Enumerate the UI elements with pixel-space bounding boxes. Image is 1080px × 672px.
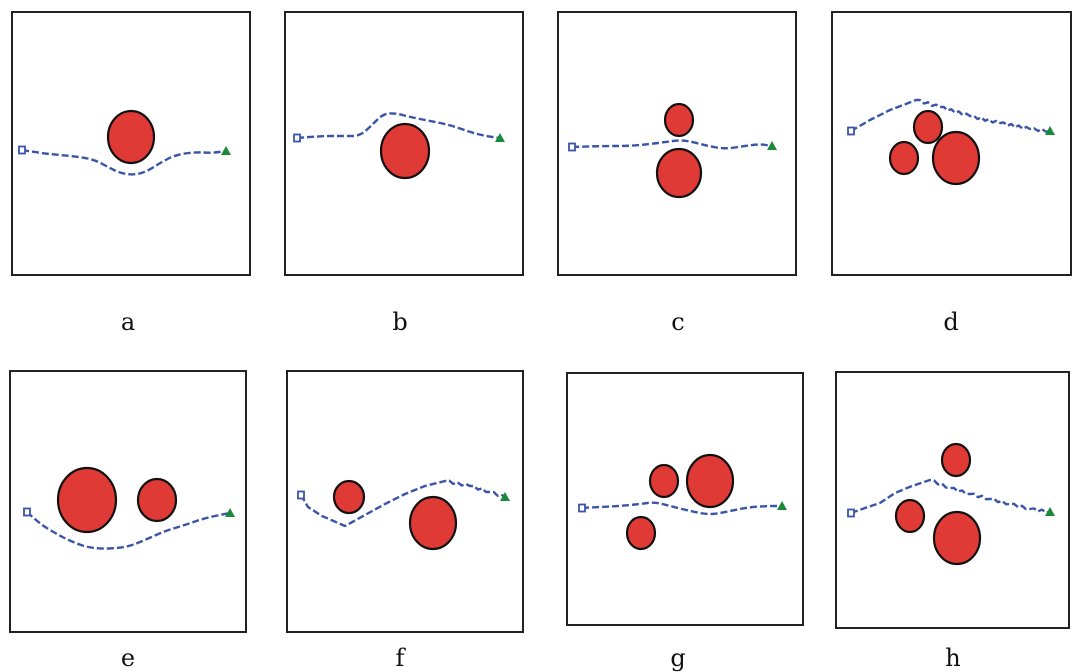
obstacle-circle-2 xyxy=(136,477,178,523)
square-outline-icon xyxy=(578,503,586,513)
triangle-icon xyxy=(225,508,235,517)
panel-c-diagram xyxy=(557,11,797,276)
panel-d xyxy=(831,11,1072,276)
triangle-icon xyxy=(1045,507,1055,516)
obstacle-circle-3 xyxy=(625,515,657,551)
triangle-icon xyxy=(767,141,777,150)
obstacle-circle-1 xyxy=(379,122,431,180)
triangle-icon xyxy=(495,133,505,142)
obstacle-circle-2 xyxy=(888,140,920,176)
obstacle-circle-2 xyxy=(408,495,458,551)
panel-d-label: d xyxy=(943,308,959,336)
square-outline-icon xyxy=(293,133,301,143)
planned-path xyxy=(299,479,506,528)
triangle-icon xyxy=(500,492,510,501)
obstacle-circle-3 xyxy=(931,130,981,186)
square-outline-icon xyxy=(297,490,305,500)
planned-path xyxy=(26,511,231,550)
panel-a xyxy=(11,11,251,276)
panel-e-diagram xyxy=(9,370,247,633)
panel-a-label: a xyxy=(120,308,136,336)
obstacle-circle-1 xyxy=(648,463,680,499)
square-outline-icon xyxy=(847,508,855,518)
square-outline-icon xyxy=(18,145,26,155)
obstacle-circle-2 xyxy=(894,498,926,534)
panel-c xyxy=(557,11,797,276)
planned-path xyxy=(581,501,782,516)
panel-e xyxy=(9,370,247,633)
planned-path xyxy=(850,98,1051,133)
panel-frame xyxy=(286,370,524,633)
obstacle-circle-1 xyxy=(56,466,118,534)
panel-b-label: b xyxy=(392,308,408,336)
panel-frame xyxy=(9,370,247,633)
panel-frame xyxy=(835,371,1070,629)
panel-g xyxy=(566,372,804,626)
square-outline-icon xyxy=(568,142,576,152)
panel-h xyxy=(835,371,1070,629)
obstacle-circle-3 xyxy=(932,510,982,566)
panel-f xyxy=(286,370,524,633)
panel-frame xyxy=(557,11,797,276)
square-outline-icon xyxy=(23,507,31,517)
obstacle-circle-1 xyxy=(106,109,156,165)
obstacle-circle-1 xyxy=(940,442,972,478)
planned-path xyxy=(296,112,501,140)
triangle-icon xyxy=(1045,126,1055,135)
panel-c-label: c xyxy=(671,308,685,336)
panel-b-diagram xyxy=(284,11,524,276)
triangle-icon xyxy=(777,501,787,510)
triangle-icon xyxy=(221,146,231,155)
panel-frame xyxy=(566,372,804,626)
panel-g-diagram xyxy=(566,372,804,626)
square-outline-icon xyxy=(847,126,855,136)
panel-h-diagram xyxy=(835,371,1070,629)
planned-path xyxy=(21,148,227,176)
planned-path xyxy=(571,139,773,150)
panel-a-diagram xyxy=(11,11,251,276)
planned-path xyxy=(850,478,1051,515)
panel-d-diagram xyxy=(831,11,1072,276)
panel-b xyxy=(284,11,524,276)
obstacle-circle-1 xyxy=(332,479,366,515)
panel-f-diagram xyxy=(286,370,524,633)
panel-g-label: g xyxy=(670,644,686,672)
obstacle-circle-1 xyxy=(912,109,944,145)
obstacle-circle-2 xyxy=(685,453,735,509)
obstacle-circle-2 xyxy=(655,147,703,199)
panel-f-label: f xyxy=(395,644,405,672)
obstacle-circle-1 xyxy=(663,102,695,138)
panel-h-label: h xyxy=(945,644,961,672)
panel-e-label: e xyxy=(120,644,136,672)
